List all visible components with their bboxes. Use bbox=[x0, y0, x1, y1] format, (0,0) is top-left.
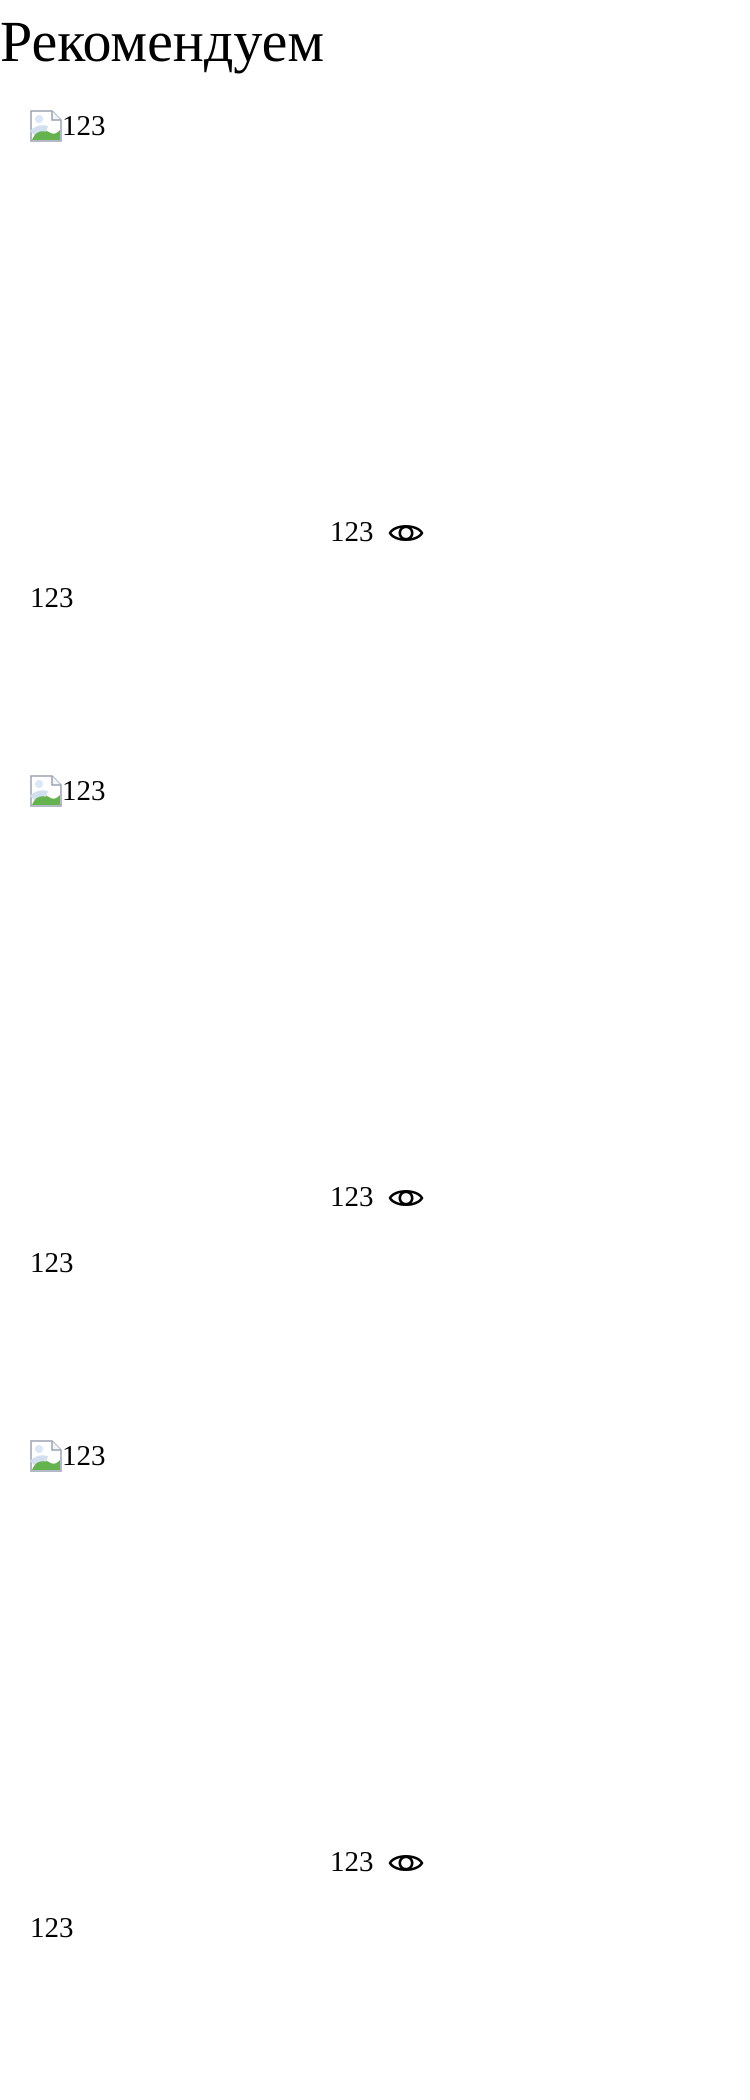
card-caption[interactable]: 123 bbox=[30, 1912, 74, 1944]
card-caption[interactable]: 123 bbox=[30, 582, 74, 614]
page-title: Рекомендуем bbox=[0, 9, 325, 74]
view-count: 123 bbox=[330, 1842, 424, 1882]
broken-image-icon bbox=[29, 1440, 62, 1472]
card-image[interactable]: 123 bbox=[29, 110, 106, 142]
card-image[interactable]: 123 bbox=[29, 1440, 106, 1472]
recommendation-card[interactable]: 123 123 123 bbox=[0, 110, 750, 770]
broken-image-icon bbox=[29, 775, 62, 807]
recommendation-card[interactable]: 123 123 123 bbox=[0, 1440, 750, 2100]
broken-image-icon bbox=[29, 110, 62, 142]
eye-icon bbox=[388, 518, 424, 546]
view-count: 123 bbox=[330, 512, 424, 552]
card-caption[interactable]: 123 bbox=[30, 1247, 74, 1279]
recommendation-card[interactable]: 123 123 123 bbox=[0, 775, 750, 1435]
view-count-value: 123 bbox=[330, 516, 374, 548]
eye-icon bbox=[388, 1183, 424, 1211]
card-image-alt-text: 123 bbox=[62, 1440, 106, 1472]
card-image-alt-text: 123 bbox=[62, 775, 106, 807]
view-count: 123 bbox=[330, 1177, 424, 1217]
eye-icon bbox=[388, 1848, 424, 1876]
card-image-alt-text: 123 bbox=[62, 110, 106, 142]
view-count-value: 123 bbox=[330, 1181, 374, 1213]
card-image[interactable]: 123 bbox=[29, 775, 106, 807]
view-count-value: 123 bbox=[330, 1846, 374, 1878]
